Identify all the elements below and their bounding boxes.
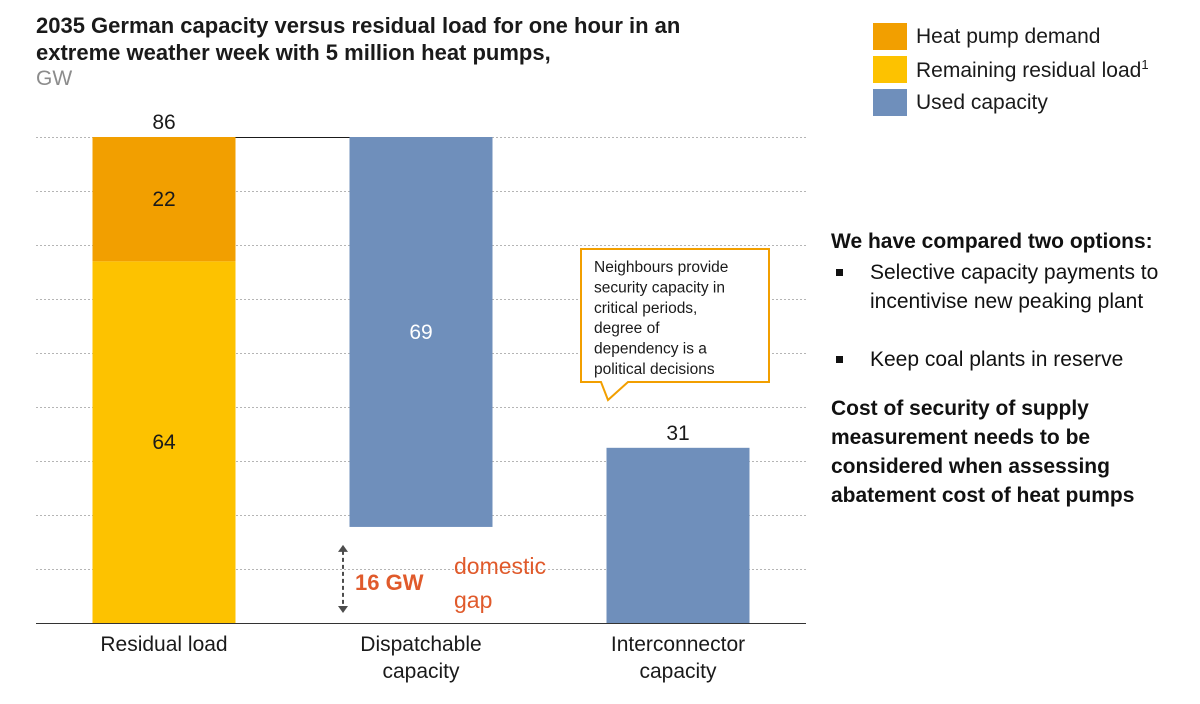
- legend-label-remaining: Remaining residual load1: [916, 57, 1149, 83]
- callout-text: Neighbours provide: [594, 259, 728, 276]
- side-heading: We have compared two options:: [831, 230, 1153, 253]
- legend-label-remaining-text: Remaining residual load: [916, 58, 1142, 82]
- options-list: Selective capacity payments to incentivi…: [831, 258, 1191, 374]
- callout-box: [580, 248, 770, 402]
- category-label: capacity: [639, 660, 717, 683]
- legend: Heat pump demand Remaining residual load…: [873, 20, 1149, 119]
- callout-text: dependency is a: [594, 341, 707, 358]
- legend-item-remaining: Remaining residual load1: [873, 53, 1149, 86]
- callout-text: degree of: [594, 320, 660, 337]
- chart-unit: GW: [36, 67, 73, 90]
- chart-title: 2035 German capacity versus residual loa…: [36, 13, 681, 65]
- legend-label-heat-pump: Heat pump demand: [916, 24, 1101, 48]
- bar-segment: [92, 261, 236, 623]
- gap-arrow-down-head: [338, 606, 348, 613]
- gap-arrow-up-head: [338, 544, 348, 552]
- bar-segment: [92, 137, 236, 262]
- bar-segment: [606, 447, 750, 623]
- side-panel: We have compared two options: Selective …: [831, 227, 1191, 510]
- legend-swatch-remaining: [873, 56, 907, 83]
- legend-swatch-used: [873, 89, 907, 116]
- legend-swatch-heat-pump: [873, 23, 907, 50]
- category-label: Residual load: [100, 633, 227, 656]
- capacity-chart: 64 22 86 Residual load 69 Dispatchable capacit…: [36, 111, 806, 683]
- gap-label: domestic: [454, 553, 546, 579]
- data-label: 22: [152, 188, 175, 211]
- gap-label: gap: [454, 587, 492, 613]
- category-label: Dispatchable: [360, 633, 481, 656]
- callout-text: political decisions: [594, 361, 715, 378]
- legend-footnote-marker: 1: [1141, 56, 1149, 72]
- total-label: 86: [152, 111, 175, 134]
- category-label: Interconnector: [611, 633, 745, 656]
- gap-value: 16 GW: [355, 570, 424, 595]
- data-label: 69: [409, 321, 432, 344]
- bar-segment: [349, 137, 493, 527]
- option-item: Keep coal plants in reserve: [831, 345, 1191, 374]
- legend-item-heat-pump: Heat pump demand: [873, 20, 1149, 53]
- legend-item-used: Used capacity: [873, 86, 1149, 119]
- total-label: 31: [666, 422, 689, 445]
- data-label: 64: [152, 431, 176, 454]
- callout-text: critical periods,: [594, 300, 697, 317]
- callout-text: security capacity in: [594, 279, 725, 296]
- side-conclusion: Cost of security of supply measurement n…: [831, 397, 1135, 507]
- category-label: capacity: [382, 660, 460, 683]
- option-item: Selective capacity payments to incentivi…: [831, 258, 1191, 316]
- legend-label-used: Used capacity: [916, 90, 1048, 114]
